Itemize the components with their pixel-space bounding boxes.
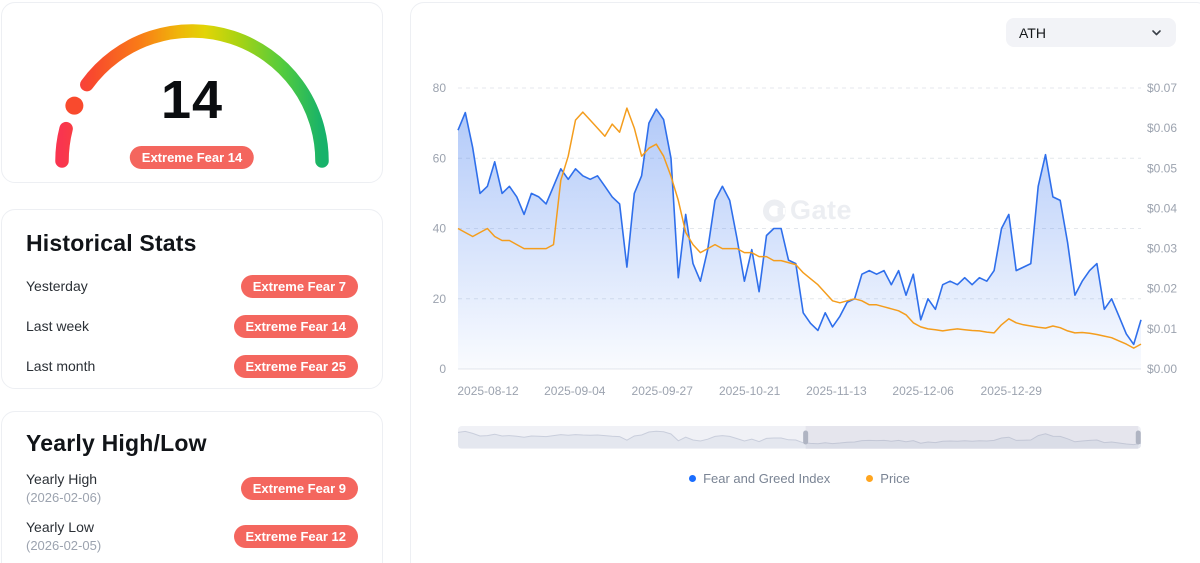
- historical-stats-title: Historical Stats: [26, 230, 197, 256]
- time-range-dropdown[interactable]: ATH: [1006, 18, 1176, 47]
- status-badge: Extreme Fear 9: [240, 476, 358, 500]
- svg-text:40: 40: [433, 222, 447, 236]
- svg-text:2025-08-12: 2025-08-12: [457, 384, 519, 398]
- stat-row-last-month: Last month Extreme Fear 25: [26, 353, 358, 379]
- svg-text:20: 20: [433, 292, 447, 306]
- brush-handle-left[interactable]: [803, 430, 809, 445]
- time-range-value: ATH: [1019, 24, 1046, 41]
- svg-text:2025-12-06: 2025-12-06: [892, 384, 954, 398]
- svg-text:$0.04: $0.04: [1147, 201, 1177, 215]
- historical-stats-card: Historical Stats Yesterday Extreme Fear …: [1, 209, 383, 389]
- gauge-value: 14: [160, 70, 224, 130]
- legend-dot: [866, 475, 874, 482]
- svg-text:$0.05: $0.05: [1147, 161, 1177, 175]
- legend-item-fgi[interactable]: Fear and Greed Index: [689, 471, 830, 486]
- yearly-title: Yearly High/Low: [26, 430, 207, 456]
- svg-text:2025-09-04: 2025-09-04: [544, 384, 606, 398]
- status-badge: Extreme Fear 25: [233, 354, 358, 378]
- stat-row-yearly-low: Yearly Low (2026-02-05) Extreme Fear 12: [26, 519, 358, 553]
- status-badge: Extreme Fear 14: [233, 314, 358, 338]
- brush-minimap: [458, 426, 1141, 449]
- chart-legend: Fear and Greed Index Price: [458, 471, 1141, 486]
- stat-label: Yearly Low: [26, 519, 94, 535]
- svg-text:2025-12-29: 2025-12-29: [981, 384, 1043, 398]
- stat-label: Last month: [26, 358, 96, 374]
- chevron-down-icon: [1152, 30, 1161, 36]
- svg-text:$0.01: $0.01: [1147, 322, 1177, 336]
- yearly-high-low-card: Yearly High/Low Yearly High (2026-02-06)…: [1, 411, 383, 563]
- gauge-status-badge: Extreme Fear 14: [129, 146, 255, 169]
- stat-row-yearly-high: Yearly High (2026-02-06) Extreme Fear 9: [26, 471, 358, 505]
- svg-text:0: 0: [439, 362, 446, 376]
- svg-text:2025-09-27: 2025-09-27: [632, 384, 694, 398]
- brush-handle-right[interactable]: [1135, 430, 1141, 445]
- legend-label: Fear and Greed Index: [703, 471, 831, 486]
- status-badge: Extreme Fear 7: [240, 274, 358, 298]
- status-badge: Extreme Fear 12: [233, 524, 358, 548]
- svg-text:80: 80: [433, 81, 447, 95]
- gauge-card: 14 Extreme Fear 14: [1, 2, 383, 183]
- svg-text:$0.07: $0.07: [1147, 81, 1177, 95]
- chart-card: ATH Gate 0 20 40 60 80 $0.00 $0.01 $0.02 $0.03 $0…: [410, 2, 1200, 563]
- stat-label: Yearly High: [26, 471, 98, 487]
- fgi-price-chart[interactable]: 0 20 40 60 80 $0.00 $0.01 $0.02 $0.03 $0.04 $0.05 $…: [411, 3, 1200, 423]
- stat-label: Yesterday: [26, 278, 88, 294]
- svg-text:$0.00: $0.00: [1147, 362, 1177, 376]
- stat-row-yesterday: Yesterday Extreme Fear 7: [26, 273, 358, 299]
- stat-date: (2026-02-06): [26, 490, 102, 505]
- svg-text:60: 60: [433, 151, 447, 165]
- legend-dot: [689, 475, 697, 482]
- legend-label: Price: [880, 471, 910, 486]
- svg-text:$0.03: $0.03: [1147, 242, 1177, 256]
- chart-brush-track[interactable]: [458, 426, 1141, 449]
- stat-date: (2026-02-05): [26, 538, 102, 553]
- legend-item-price[interactable]: Price: [866, 471, 910, 486]
- svg-text:2025-11-13: 2025-11-13: [806, 384, 867, 398]
- stat-label: Last week: [26, 318, 90, 334]
- svg-text:$0.06: $0.06: [1147, 121, 1177, 135]
- stat-row-last-week: Last week Extreme Fear 14: [26, 313, 358, 339]
- svg-text:2025-10-21: 2025-10-21: [719, 384, 781, 398]
- svg-text:$0.02: $0.02: [1147, 282, 1177, 296]
- gauge-arc: [55, 24, 329, 168]
